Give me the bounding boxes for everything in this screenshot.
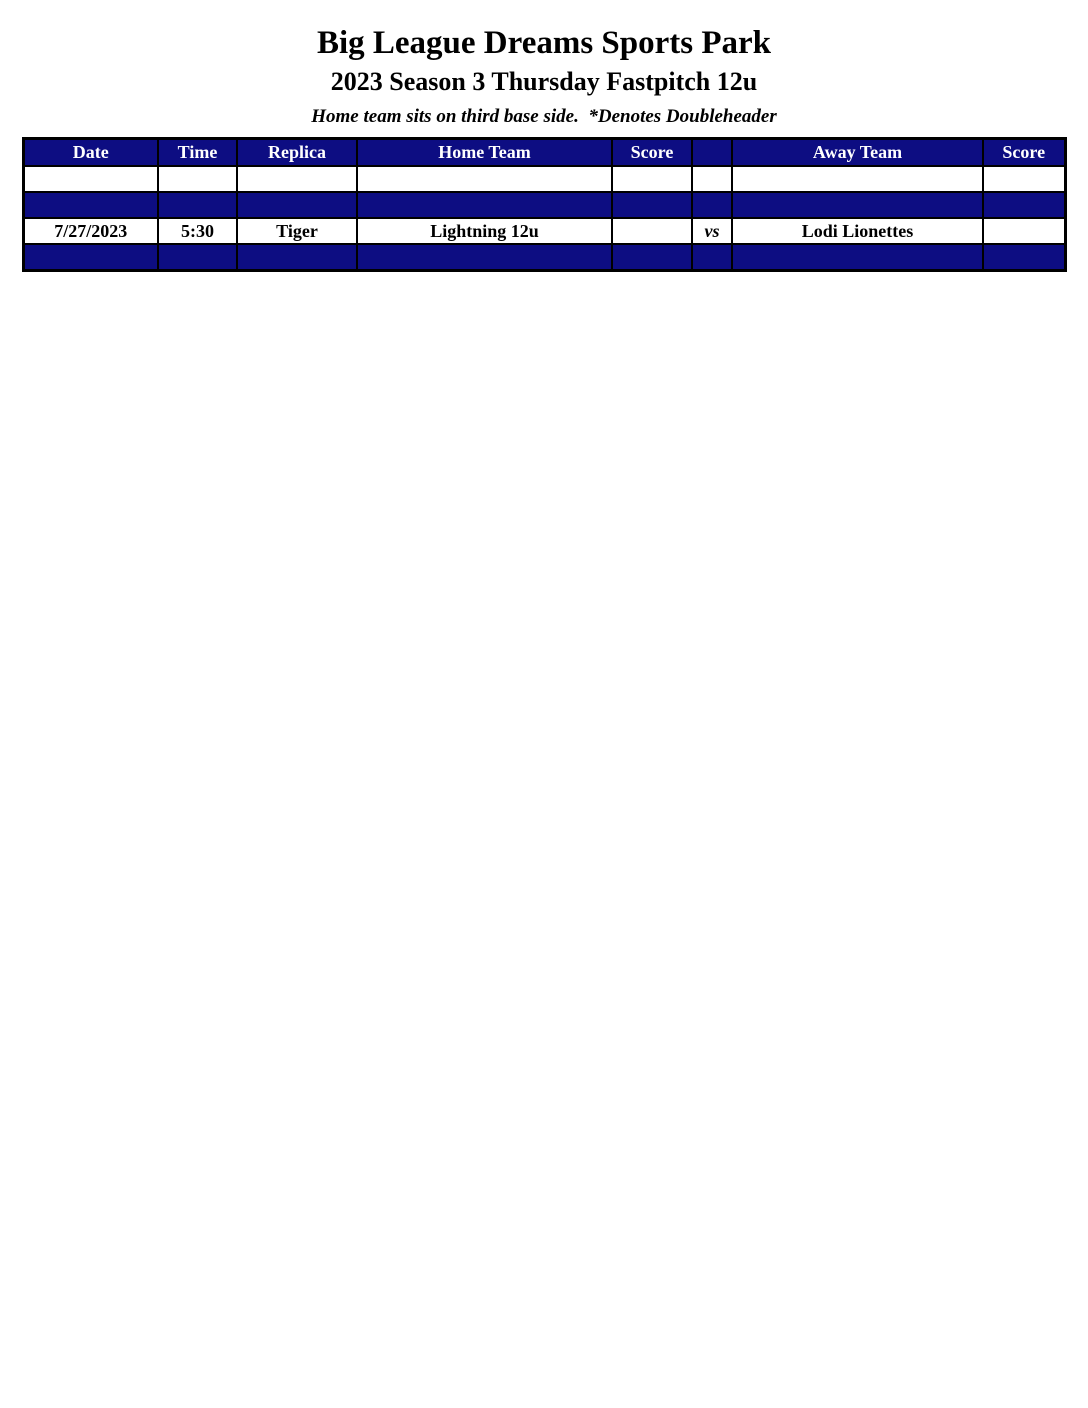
cell-vs [691, 165, 733, 193]
document-header: Big League Dreams Sports Park 2023 Seaso… [0, 0, 1088, 128]
cell-replica [236, 165, 358, 193]
cell-vs [691, 191, 733, 219]
col-header-time: Time [157, 137, 238, 167]
cell-date [22, 243, 159, 272]
cell-time [157, 243, 238, 272]
cell-home-team: Lightning 12u [356, 217, 613, 245]
page-title: Big League Dreams Sports Park [316, 25, 772, 61]
cell-away-score [982, 217, 1066, 245]
cell-away-score [982, 165, 1066, 193]
cell-away-score [982, 191, 1066, 219]
schedule-table: Date Time Replica Home Team Score Away T… [21, 137, 1067, 272]
cell-vs: vs [691, 217, 733, 245]
cell-date [22, 191, 159, 219]
header-row: Date Time Replica Home Team Score Away T… [22, 137, 1066, 167]
cell-time: 5:30 [157, 217, 238, 245]
cell-time [157, 191, 238, 219]
table-row-game: 7/27/2023 5:30 Tiger Lightning 12u vs Lo… [22, 217, 1066, 245]
cell-date [22, 165, 159, 193]
col-header-home-score: Score [611, 137, 693, 167]
col-header-home-team: Home Team [356, 137, 613, 167]
cell-home-score [611, 165, 693, 193]
table-row-empty-2 [22, 191, 1066, 219]
cell-home-score [611, 243, 693, 272]
col-header-vs-spacer [691, 137, 733, 167]
col-header-replica: Replica [236, 137, 358, 167]
col-header-date: Date [22, 137, 159, 167]
cell-away-team [731, 191, 984, 219]
page-subtitle: 2023 Season 3 Thursday Fastpitch 12u [330, 67, 758, 96]
cell-away-score [982, 243, 1066, 272]
col-header-away-team: Away Team [731, 137, 984, 167]
col-header-away-score: Score [982, 137, 1066, 167]
cell-home-score [611, 191, 693, 219]
cell-home-team [356, 191, 613, 219]
home-team-note: Home team sits on third base side. *Deno… [311, 106, 777, 127]
cell-date: 7/27/2023 [22, 217, 159, 245]
cell-replica: Tiger [236, 217, 358, 245]
table-row-empty-1 [22, 165, 1066, 193]
cell-away-team: Lodi Lionettes [731, 217, 984, 245]
cell-time [157, 165, 238, 193]
schedule-document: Big League Dreams Sports Park 2023 Seaso… [0, 0, 1088, 272]
table-row-empty-3 [22, 243, 1066, 272]
cell-home-score [611, 217, 693, 245]
cell-replica [236, 191, 358, 219]
cell-replica [236, 243, 358, 272]
cell-away-team [731, 243, 984, 272]
cell-home-team [356, 243, 613, 272]
cell-vs [691, 243, 733, 272]
cell-home-team [356, 165, 613, 193]
cell-away-team [731, 165, 984, 193]
